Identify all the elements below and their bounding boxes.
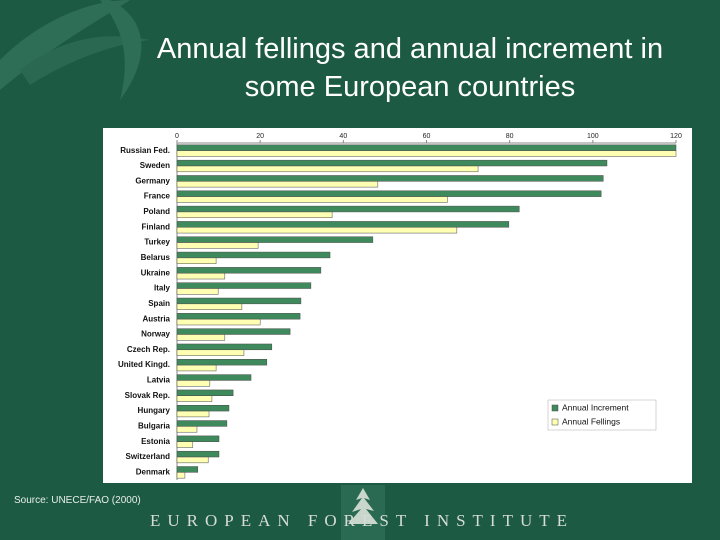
bar [176,426,198,433]
legend-label: Annual Increment [562,402,629,412]
bar [176,349,245,356]
bar [176,288,219,295]
bar [176,227,458,234]
bar [176,165,479,173]
decor-leaf [0,0,130,90]
bar [176,181,379,188]
y-tick-label: Estonia [141,437,170,446]
bar [176,404,230,412]
legend-label: Annual Fellings [562,416,620,426]
y-tick-label: France [144,192,171,201]
bar [176,190,602,197]
bar [176,272,226,280]
x-tick-label: 80 [506,133,514,140]
y-tick-label: Belarus [141,253,171,262]
bar [176,343,273,351]
y-tick-label: Hungary [138,406,171,415]
bar [176,328,291,335]
x-tick-label: 40 [339,133,347,140]
legend-box [547,399,657,431]
source: Source: UNECE/FAO (2000) [14,495,141,506]
y-tick-label: Switzerland [126,452,171,461]
y-tick-label: United Kingd. [118,360,170,369]
bar [176,313,301,320]
y-tick-label: Poland [143,207,170,216]
bar [176,236,374,243]
y-tick-label: Finland [142,222,171,231]
y-tick-label: Denmark [136,467,171,476]
bar [176,380,211,387]
bar [176,303,243,310]
x-tick-label: 60 [423,133,431,140]
logo-tree [348,488,378,524]
y-tick-label: Czech Rep. [127,345,170,354]
legend-swatch [551,404,559,412]
bar [176,456,209,464]
y-tick-label: Slovak Rep. [125,391,170,400]
footer: EUROPEAN FOREST INSTITUTE [150,511,575,530]
y-tick-label: Turkey [144,238,170,247]
y-tick-label: Germany [135,176,170,185]
y-tick-label: Russian Fed. [120,146,170,155]
bar [176,395,213,402]
y-tick-label: Austria [142,314,170,323]
bar [176,257,217,264]
bar [176,472,186,479]
bar [176,374,252,381]
y-tick-label: Bulgaria [138,421,171,430]
y-tick-label: Italy [154,284,171,293]
bar [176,175,604,182]
bar [176,318,261,326]
bar [176,420,228,427]
bar [176,450,220,458]
y-tick-label: Ukraine [141,268,171,277]
bar [176,196,448,203]
bar [176,441,194,448]
x-tick-label: 120 [670,133,682,140]
bar [176,359,268,366]
y-tick-label: Norway [141,330,170,339]
bar [176,466,199,473]
y-tick-label: Spain [148,299,170,308]
y-tick-label: Latvia [147,376,171,385]
plot: 0 20 40 60 80 100 120 Russian Fed. Sweden Germany… [118,133,682,480]
bar [176,389,234,396]
bar [176,267,322,274]
bar [176,410,210,418]
bar [176,282,312,289]
bar [176,144,677,151]
bar [176,435,220,442]
bar [176,211,333,219]
bar [176,364,217,372]
x-tick-label: 100 [587,133,599,140]
y-tick-label: Sweden [140,161,170,170]
decor-leaf [100,0,142,100]
bar [176,251,331,259]
bar [176,159,608,167]
bar [176,334,226,341]
x-tick-label: 0 [175,133,179,140]
bar [176,150,677,157]
bar [176,242,259,249]
bar [176,205,520,213]
legend-swatch [551,418,559,426]
x-tick-label: 20 [256,133,264,140]
bar [176,221,510,228]
bar [176,297,302,305]
title: Annual fellings and annual increment in … [156,33,664,103]
